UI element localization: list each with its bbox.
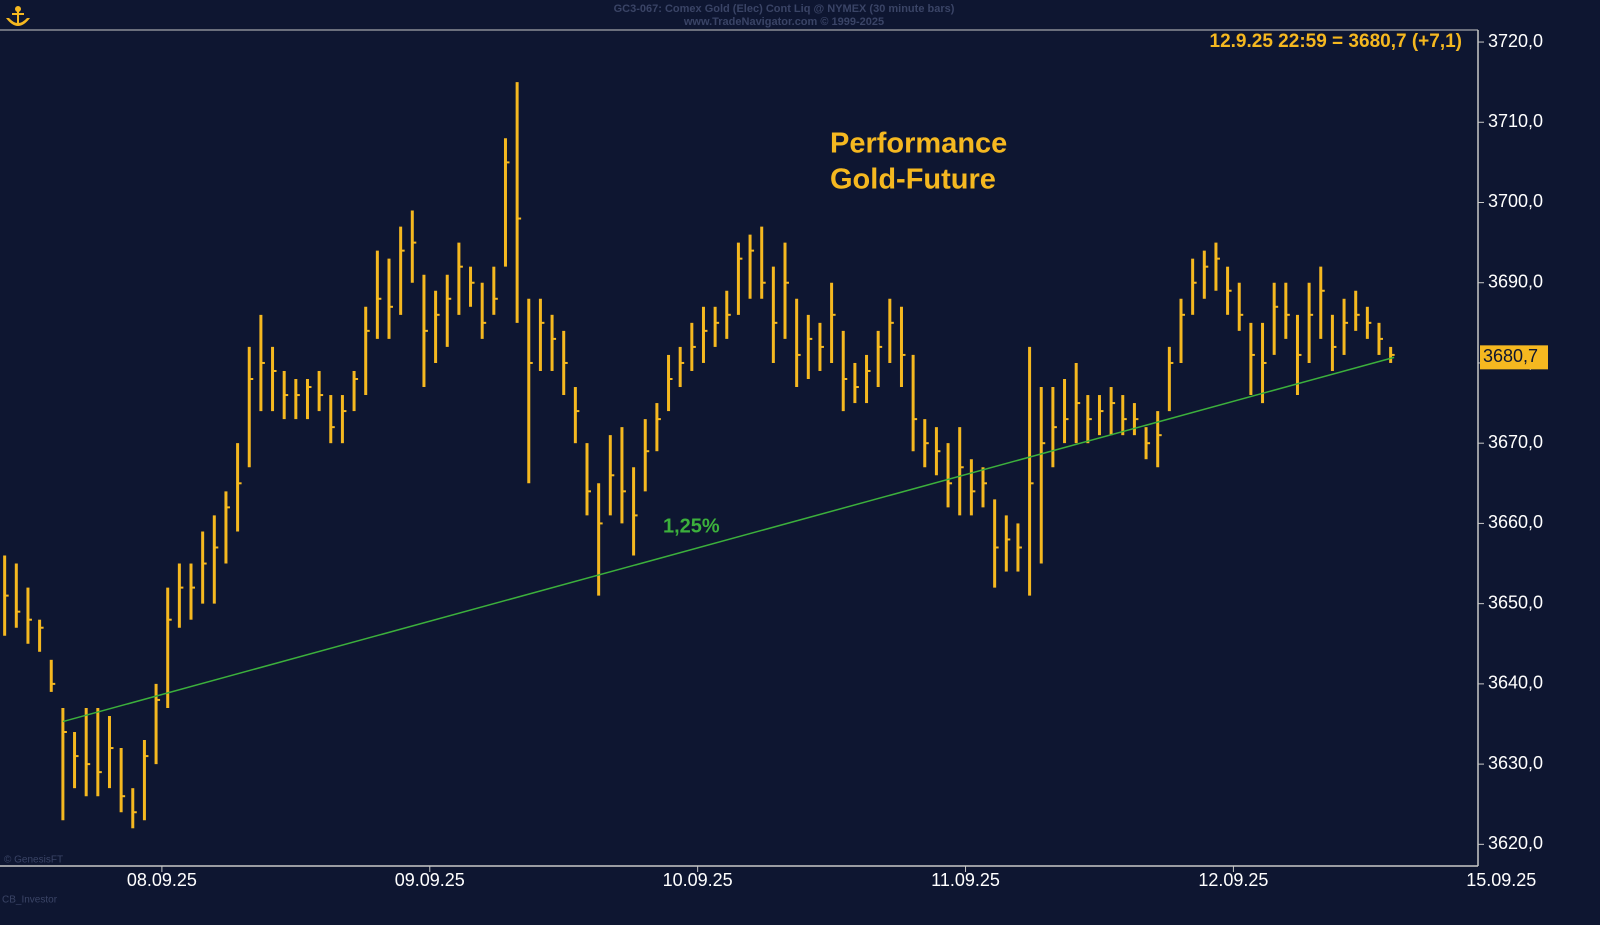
logo [6, 6, 30, 26]
header-line: www.TradeNavigator.com © 1999-2025 [683, 16, 884, 28]
x-tick-label: 11.09.25 [931, 870, 1000, 890]
x-tick-label: 09.09.25 [395, 870, 465, 890]
y-tick-label: 3660,0 [1488, 512, 1543, 532]
trend-line [62, 356, 1395, 723]
x-tick-label: 15.09.25 [1466, 870, 1536, 890]
y-tick-label: 3690,0 [1488, 271, 1543, 291]
footer-text: © GenesisFT [4, 855, 63, 866]
x-tick-label: 10.09.25 [663, 870, 733, 890]
last-price-box [1480, 345, 1548, 370]
y-tick-label: 3620,0 [1488, 833, 1543, 853]
y-tick-label: 3720,0 [1488, 31, 1543, 51]
x-tick-label: 12.09.25 [1198, 870, 1268, 890]
header-line: GC3-067: Comex Gold (Elec) Cont Liq @ NY… [614, 3, 955, 15]
y-tick-label: 3670,0 [1488, 432, 1543, 452]
chart-title: Gold-Future [830, 164, 996, 196]
y-tick-label: 3650,0 [1488, 592, 1543, 612]
chart-title: Performance [830, 128, 1007, 160]
last-price-label: 3680,7 [1483, 346, 1538, 366]
y-tick-label: 3640,0 [1488, 673, 1543, 693]
y-tick-label: 3700,0 [1488, 191, 1543, 211]
trend-label: 1,25% [663, 515, 720, 537]
x-tick-label: 08.09.25 [127, 870, 197, 890]
last-quote: 12.9.25 22:59 = 3680,7 (+7,1) [1210, 31, 1462, 52]
y-tick-label: 3630,0 [1488, 753, 1543, 773]
footer-text: CB_Investor [2, 895, 58, 906]
y-tick-label: 3710,0 [1488, 111, 1543, 131]
